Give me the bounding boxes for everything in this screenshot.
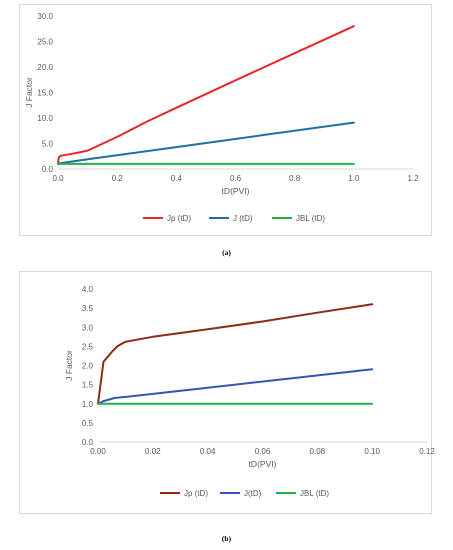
- chart-b-x-tick-label: 0.00: [90, 447, 106, 456]
- chart-a-x-tick-label: 0.4: [171, 174, 183, 183]
- chart-b-caption: (b): [221, 534, 232, 543]
- chart-b-y-tick-label: 0.0: [82, 438, 94, 447]
- chart-a-y-tick-label: 10.0: [37, 114, 53, 123]
- chart-b-y-tick-label: 1.0: [82, 400, 94, 409]
- chart-a-x-tick-label: 0.8: [289, 174, 301, 183]
- chart-a-y-tick-label: 0.0: [42, 165, 54, 174]
- chart-b-series-line-1: [97, 303, 374, 405]
- chart-b-y-tick-label: 2.5: [82, 342, 94, 351]
- chart-a-legend-label-3: JBL (tD): [296, 214, 325, 223]
- chart-b-y-tick-label: 2.0: [82, 362, 94, 371]
- chart-b-x-tick-label: 0.08: [310, 447, 326, 456]
- chart-b-legend-label-3: JBL (tD): [300, 489, 329, 498]
- chart-a-legend-label-2: J (tD): [233, 214, 253, 223]
- chart-a-legend-label-1: Jp (tD): [167, 214, 191, 223]
- chart-a-y-tick-label: 15.0: [37, 89, 53, 98]
- chart-b-panel: 0.0 0.5 1.0 1.5 2.0 2.5 3.0 3.5 4.0 0.00 0.02 0.04 0…: [19, 271, 435, 514]
- chart-a-x-axis-title: tD(PVI): [222, 186, 250, 196]
- chart-a-x-tick-label: 1.2: [407, 174, 419, 183]
- chart-a-x-tick-label: 0.0: [52, 174, 64, 183]
- chart-b-legend-label-1: Jp (tD): [184, 489, 208, 498]
- chart-a-panel: 0.0 5.0 10.0 15.0 20.0 25.0 30.0 0.0 0.2 0.4 0.6 0.…: [19, 4, 432, 236]
- chart-a-x-tick-label: 0.6: [230, 174, 242, 183]
- chart-a-y-tick-label: 30.0: [37, 12, 53, 21]
- chart-b-y-tick-label: 4.0: [82, 285, 94, 294]
- chart-b-x-tick-label: 0.10: [364, 447, 380, 456]
- chart-b-y-tick-label: 1.5: [82, 381, 94, 390]
- chart-a-y-tick-label: 20.0: [37, 63, 53, 72]
- chart-a-y-tick-label: 5.0: [42, 140, 54, 149]
- chart-a-y-tick-label: 25.0: [37, 38, 53, 47]
- chart-a-x-tick-label: 1.0: [348, 174, 360, 183]
- chart-a-y-axis-title: J Factor: [24, 77, 34, 108]
- chart-a-svg: 0.0 5.0 10.0 15.0 20.0 25.0 30.0 0.0 0.2 0.4 0.6 0.…: [24, 12, 419, 223]
- chart-b-legend-label-2: J(tD): [244, 489, 262, 498]
- chart-b-svg: 0.0 0.5 1.0 1.5 2.0 2.5 3.0 3.5 4.0 0.00 0.02 0.04 0…: [64, 285, 435, 498]
- chart-b-y-axis-title: J Factor: [64, 350, 74, 381]
- chart-b-y-tick-label: 3.5: [82, 304, 94, 313]
- chart-b-x-axis-title: tD(PVI): [249, 459, 277, 469]
- chart-a-caption: (a): [222, 248, 231, 257]
- chart-a-series-line-1: [57, 25, 355, 165]
- chart-b-y-tick-label: 3.0: [82, 323, 94, 332]
- chart-b-x-tick-label: 0.04: [200, 447, 216, 456]
- chart-b-x-tick-label: 0.02: [145, 447, 161, 456]
- chart-b-x-tick-label: 0.12: [419, 447, 435, 456]
- chart-b-series-line-2: [97, 368, 374, 405]
- chart-b-x-tick-label: 0.06: [255, 447, 271, 456]
- chart-a-x-tick-label: 0.2: [112, 174, 124, 183]
- chart-b-y-tick-label: 0.5: [82, 419, 94, 428]
